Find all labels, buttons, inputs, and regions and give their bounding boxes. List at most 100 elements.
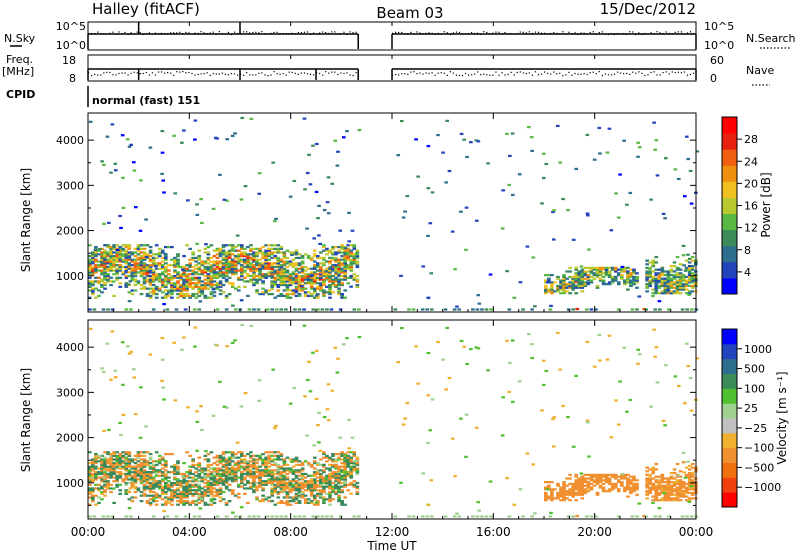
echo-cell xyxy=(279,467,284,470)
echo-cell xyxy=(258,269,262,272)
echo-cell xyxy=(328,285,332,288)
echo-cell xyxy=(687,468,692,471)
echo-cell xyxy=(206,287,211,290)
echo-cell xyxy=(170,483,174,486)
echo-cell xyxy=(203,494,208,497)
echo-cell xyxy=(176,271,180,274)
echo-cell xyxy=(689,515,694,518)
nsearch-point xyxy=(626,33,628,35)
echo-cell xyxy=(580,477,585,480)
echo-cell xyxy=(314,501,319,504)
echo-cell xyxy=(273,282,278,285)
echo-cell xyxy=(215,460,220,463)
echo-cell xyxy=(230,465,235,468)
echo-cell xyxy=(632,270,636,273)
echo-cell xyxy=(613,277,618,280)
echo-cell xyxy=(312,276,317,279)
echo-cell xyxy=(562,274,566,277)
echo-cell xyxy=(525,245,530,248)
echo-cell xyxy=(209,467,214,470)
echo-cell xyxy=(285,490,290,494)
echo-cell xyxy=(145,253,150,256)
echo-cell xyxy=(312,481,317,485)
echo-cell xyxy=(227,262,232,265)
echo-cell xyxy=(282,489,287,492)
echo-cell xyxy=(148,458,153,461)
echo-cell xyxy=(571,288,575,291)
echo-cell xyxy=(331,471,335,474)
echo-cell xyxy=(188,283,192,287)
echo-cell xyxy=(240,472,244,476)
echo-cell xyxy=(233,273,238,276)
echo-cell xyxy=(518,281,523,284)
echo-cell xyxy=(103,260,107,263)
echo-cell xyxy=(261,245,265,249)
echo-cell xyxy=(170,282,174,285)
echo-cell xyxy=(568,491,572,495)
echo-cell xyxy=(103,472,107,476)
echo-cell xyxy=(521,308,525,311)
echo-cell xyxy=(246,487,250,490)
echo-cell xyxy=(191,285,195,288)
echo-cell xyxy=(255,282,259,285)
echo-cell xyxy=(334,467,338,470)
echo-cell xyxy=(316,296,320,299)
echo-cell xyxy=(261,471,265,474)
echo-cell xyxy=(157,487,162,490)
echo-cell xyxy=(562,281,566,284)
echo-cell xyxy=(597,126,602,130)
echo-cell xyxy=(550,281,554,284)
echo-cell xyxy=(544,292,548,295)
echo-cell xyxy=(675,497,680,500)
nsearch-point xyxy=(337,33,339,35)
nsearch-point xyxy=(498,31,500,33)
nave-point xyxy=(148,74,150,76)
nsearch-point xyxy=(446,32,448,34)
echo-cell xyxy=(666,490,671,493)
echo-cell xyxy=(550,493,554,496)
echo-cell xyxy=(346,258,351,261)
echo-cell xyxy=(270,267,275,270)
echo-cell xyxy=(261,500,265,503)
echo-cell xyxy=(103,278,107,281)
echo-cell xyxy=(562,495,566,498)
echo-cell xyxy=(106,245,110,249)
echo-cell xyxy=(334,476,338,479)
echo-cell xyxy=(97,260,101,263)
echo-cell xyxy=(294,492,299,495)
echo-cell xyxy=(654,286,659,289)
echo-cell xyxy=(100,490,104,494)
freq-tick-top: 18 xyxy=(62,54,76,67)
echo-cell xyxy=(577,481,582,484)
echo-cell xyxy=(550,283,554,286)
echo-cell xyxy=(173,276,177,279)
echo-cell xyxy=(240,474,244,477)
echo-cell xyxy=(340,296,344,299)
echo-cell xyxy=(139,179,143,182)
echo-cell xyxy=(270,471,275,474)
nsearch-point xyxy=(562,31,564,33)
echo-cell xyxy=(343,262,347,265)
echo-cell xyxy=(258,262,262,265)
echo-cell xyxy=(270,472,275,476)
echo-cell xyxy=(115,478,119,481)
echo-cell xyxy=(316,276,320,279)
echo-cell xyxy=(212,291,217,294)
echo-cell xyxy=(661,419,666,423)
nave-point xyxy=(309,73,312,76)
echo-cell xyxy=(209,264,214,267)
echo-cell xyxy=(312,264,317,267)
echo-cell xyxy=(675,284,680,288)
echo-cell xyxy=(678,470,683,473)
echo-cell xyxy=(136,469,141,472)
echo-cell xyxy=(285,274,290,278)
echo-cell xyxy=(672,283,677,286)
echo-cell xyxy=(556,493,560,496)
nave-point xyxy=(127,74,129,76)
echo-cell xyxy=(337,500,341,503)
echo-cell xyxy=(669,499,674,502)
echo-cell xyxy=(660,281,665,284)
echo-cell xyxy=(218,251,223,254)
echo-cell xyxy=(663,477,668,480)
echo-cell xyxy=(164,256,168,260)
